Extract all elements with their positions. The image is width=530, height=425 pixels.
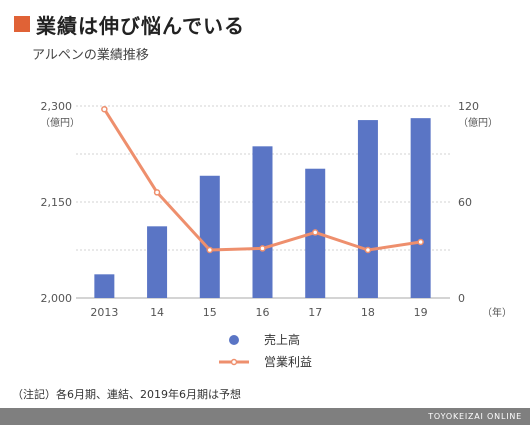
line-point-15 xyxy=(206,246,214,254)
x-tick-label: 19 xyxy=(414,306,428,319)
bar-18 xyxy=(357,120,378,298)
y-left-tick-label: 2,300 xyxy=(41,100,73,113)
line-point-18 xyxy=(364,246,372,254)
line-point-2013 xyxy=(101,105,108,113)
x-tick-label: 18 xyxy=(361,306,375,319)
x-tick-label: 16 xyxy=(256,306,270,319)
bar-19 xyxy=(410,118,431,298)
x-ticks: 2013 14 15 16 17 18 19 xyxy=(90,306,427,319)
line-series xyxy=(101,105,424,254)
legend-bar-marker xyxy=(229,335,239,345)
bar-series xyxy=(94,118,431,298)
line-point-17 xyxy=(311,229,319,236)
footnote: （注記）各6月期、連結、2019年6月期は予想 xyxy=(12,388,241,401)
legend-line-label: 営業利益 xyxy=(264,355,312,369)
x-tick-label: 14 xyxy=(150,306,164,319)
bar-14 xyxy=(147,226,168,298)
x-tick-label: 15 xyxy=(203,306,217,319)
chart-title: 業績は伸び悩んでいる xyxy=(36,13,245,38)
bar-16 xyxy=(252,146,273,298)
footer-bar: TOYOKEIZAI ONLINE xyxy=(0,408,530,425)
line-point-16 xyxy=(259,245,266,252)
title-row: 業績は伸び悩んでいる xyxy=(14,10,245,38)
x-tick-label: 2013 xyxy=(90,306,118,319)
x-tick-label: 17 xyxy=(308,306,322,319)
source-credit: TOYOKEIZAI ONLINE xyxy=(428,412,522,421)
legend-line-dot xyxy=(230,358,238,366)
chart-subtitle: アルペンの業績推移 xyxy=(32,48,149,63)
title-marker xyxy=(14,16,30,32)
y-right-tick-label: 120 xyxy=(458,100,479,113)
line-point-19 xyxy=(417,238,424,246)
y-left-ticks: 2,300 2,150 2,000 xyxy=(41,100,73,305)
y-left-tick-label: 2,150 xyxy=(41,196,73,209)
y-right-tick-label: 60 xyxy=(458,196,472,209)
chart-svg: （億円） （億円） （年） 2,300 2,150 2,000 120 60 0 201… xyxy=(40,100,512,369)
bar-2013 xyxy=(94,274,115,298)
bar-15 xyxy=(199,175,220,298)
y-left-tick-label: 2,000 xyxy=(41,292,73,305)
line-point-14 xyxy=(153,189,161,196)
y-right-ticks: 120 60 0 xyxy=(458,100,479,305)
x-unit-label: （年） xyxy=(482,306,512,319)
y-right-unit-label: （億円） xyxy=(458,116,498,129)
legend: 売上高 営業利益 xyxy=(219,332,312,369)
legend-bar-label: 売上高 xyxy=(264,332,300,347)
y-right-tick-label: 0 xyxy=(458,292,465,305)
y-left-unit-label: （億円） xyxy=(40,116,80,129)
